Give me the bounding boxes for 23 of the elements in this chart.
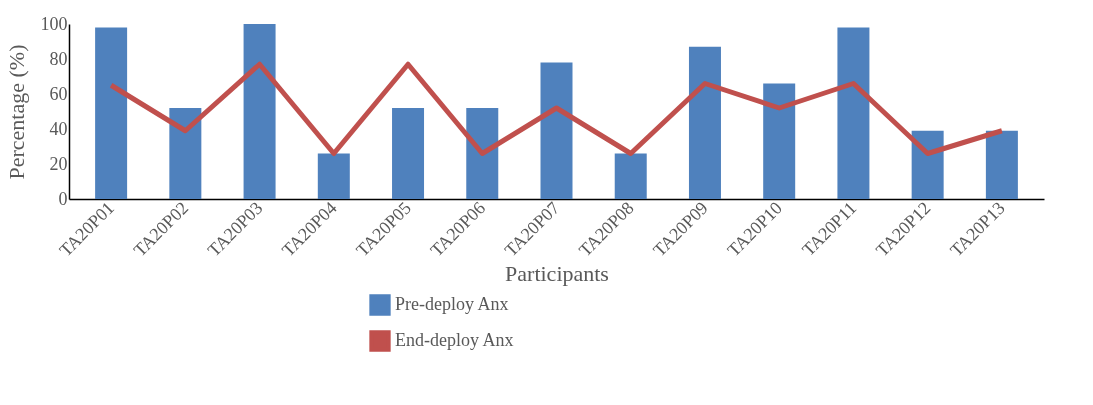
bar	[243, 24, 276, 199]
bar	[317, 153, 350, 199]
bar	[540, 62, 573, 199]
y-tick-label: 80	[49, 48, 68, 69]
x-axis-title: Participants	[505, 261, 609, 287]
y-tick-label: 40	[49, 118, 68, 139]
bar	[837, 27, 870, 199]
bar	[614, 153, 647, 199]
bar	[763, 83, 796, 199]
bar	[911, 130, 944, 199]
bar	[392, 108, 425, 199]
legend-label: Pre-deploy Anx	[395, 294, 509, 314]
bar	[169, 108, 202, 199]
y-axis-title: Percentage (%)	[3, 44, 29, 180]
bar	[466, 108, 499, 199]
bar	[985, 130, 1018, 199]
bar	[688, 46, 721, 199]
y-tick-label: 100	[40, 13, 68, 34]
bar	[95, 27, 128, 199]
y-tick-label: 20	[49, 153, 68, 174]
legend-label: End-deploy Anx	[395, 330, 514, 350]
y-tick-label: 0	[58, 188, 68, 209]
y-tick-label: 60	[49, 83, 68, 104]
